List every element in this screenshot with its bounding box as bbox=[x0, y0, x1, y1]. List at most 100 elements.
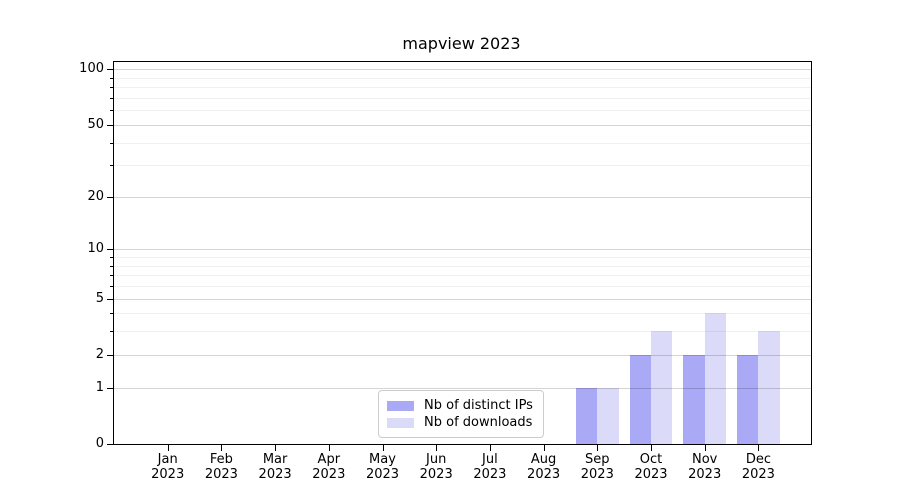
grid-line-major-50 bbox=[114, 124, 811, 126]
y-tick-1 bbox=[107, 387, 113, 389]
plot-area: Nb of distinct IPs Nb of downloads 0 1 2 5 1… bbox=[79, 61, 812, 482]
x-tick-label-jun-2023: Jun 2023 bbox=[404, 452, 468, 482]
bar-nb-of-distinct-ips-nov bbox=[683, 354, 705, 444]
x-tick-mar bbox=[275, 445, 277, 451]
y-tick-label-0: 0 bbox=[95, 436, 104, 451]
y-minor-tick-80 bbox=[110, 87, 113, 89]
y-tick-0 bbox=[107, 444, 113, 445]
legend-swatch-distinct-ips bbox=[387, 400, 414, 411]
x-tick-month: Jan bbox=[157, 452, 178, 467]
x-tick-oct bbox=[651, 445, 652, 451]
y-tick-label-50: 50 bbox=[87, 116, 104, 132]
x-tick-aug bbox=[543, 445, 545, 451]
x-tick-label-aug-2023: Aug 2023 bbox=[512, 452, 576, 482]
x-tick-label-sep-2023: Sep 2023 bbox=[565, 452, 629, 482]
bar-nb-of-downloads-dec bbox=[758, 331, 780, 444]
x-tick-jan bbox=[167, 445, 169, 451]
y-tick-label-5: 5 bbox=[95, 290, 104, 306]
y-minor-tick-90 bbox=[110, 77, 113, 79]
y-minor-tick-7 bbox=[110, 275, 113, 277]
x-tick-sep bbox=[597, 445, 599, 451]
legend-item-distinct-ips: Nb of distinct IPs bbox=[387, 397, 535, 414]
x-tick-nov bbox=[704, 445, 706, 451]
y-minor-tick-6 bbox=[110, 286, 113, 288]
x-tick-month: Feb bbox=[209, 452, 233, 467]
x-tick-label-apr-2023: Apr 2023 bbox=[297, 452, 361, 482]
grid-line-minor-90 bbox=[114, 77, 811, 79]
y-minor-tick-4 bbox=[110, 313, 113, 315]
x-tick-month: Mar bbox=[262, 452, 288, 467]
x-tick-year: 2023 bbox=[688, 467, 722, 482]
x-tick-year: 2023 bbox=[312, 467, 346, 482]
y-tick-10 bbox=[107, 249, 113, 251]
x-tick-year: 2023 bbox=[204, 467, 238, 482]
y-minor-tick-60 bbox=[110, 110, 113, 112]
x-tick-year: 2023 bbox=[741, 467, 775, 482]
grid-line-minor-8 bbox=[114, 265, 811, 267]
grid-line-minor-70 bbox=[114, 97, 811, 99]
y-tick-50 bbox=[107, 124, 113, 126]
y-minor-tick-8 bbox=[110, 265, 113, 267]
y-tick-2 bbox=[107, 354, 113, 356]
x-tick-year: 2023 bbox=[258, 467, 292, 482]
x-tick-year: 2023 bbox=[473, 467, 507, 482]
x-tick-label-may-2023: May 2023 bbox=[351, 452, 415, 482]
legend: Nb of distinct IPs Nb of downloads bbox=[378, 390, 544, 438]
bar-nb-of-downloads-nov bbox=[704, 313, 726, 444]
y-tick-label-2: 2 bbox=[95, 346, 104, 362]
bar-nb-of-downloads-sep bbox=[597, 387, 619, 444]
x-tick-month: Jun bbox=[426, 452, 447, 467]
x-tick-label-mar-2023: Mar 2023 bbox=[243, 452, 307, 482]
legend-label-distinct-ips: Nb of distinct IPs bbox=[424, 398, 533, 413]
bar-nb-of-downloads-oct bbox=[651, 331, 673, 444]
chart-title: mapview 2023 bbox=[402, 34, 521, 53]
x-tick-may bbox=[382, 445, 384, 451]
x-tick-label-oct-2023: Oct 2023 bbox=[619, 452, 683, 482]
bar-nb-of-distinct-ips-sep bbox=[576, 387, 598, 444]
grid-line-minor-30 bbox=[114, 165, 811, 167]
x-tick-month: May bbox=[369, 452, 396, 467]
x-tick-month: Oct bbox=[639, 452, 663, 467]
x-tick-year: 2023 bbox=[419, 467, 453, 482]
y-tick-label-1: 1 bbox=[95, 379, 104, 395]
y-minor-tick-9 bbox=[110, 257, 113, 259]
x-tick-year: 2023 bbox=[634, 467, 668, 482]
x-tick-feb bbox=[221, 445, 223, 451]
x-tick-year: 2023 bbox=[580, 467, 614, 482]
x-tick-apr bbox=[328, 445, 330, 451]
x-tick-label-dec-2023: Dec 2023 bbox=[726, 452, 790, 482]
x-tick-label-jul-2023: Jul 2023 bbox=[458, 452, 522, 482]
grid-line-major-100 bbox=[114, 69, 811, 71]
x-tick-jul bbox=[489, 445, 491, 451]
y-minor-tick-3 bbox=[110, 331, 113, 333]
x-tick-year: 2023 bbox=[365, 467, 400, 482]
y-tick-5 bbox=[107, 298, 113, 300]
grid-line-minor-40 bbox=[114, 142, 811, 144]
grid-line-major-10 bbox=[114, 249, 811, 251]
x-tick-month: Nov bbox=[692, 452, 718, 467]
grid-line-minor-60 bbox=[114, 110, 811, 112]
y-minor-tick-70 bbox=[110, 97, 113, 99]
grid-line-major-20 bbox=[114, 196, 811, 198]
y-minor-tick-30 bbox=[110, 165, 113, 167]
bar-nb-of-distinct-ips-dec bbox=[737, 354, 759, 444]
grid-line-minor-9 bbox=[114, 257, 811, 259]
y-minor-tick-40 bbox=[110, 142, 113, 144]
x-tick-label-nov-2023: Nov 2023 bbox=[673, 452, 737, 482]
x-tick-year: 2023 bbox=[151, 467, 185, 482]
x-tick-jun bbox=[436, 445, 438, 451]
y-tick-100 bbox=[107, 69, 113, 71]
y-tick-label-100: 100 bbox=[79, 61, 104, 77]
grid-line-minor-7 bbox=[114, 275, 811, 277]
legend-swatch-downloads bbox=[387, 417, 414, 428]
legend-item-downloads: Nb of downloads bbox=[387, 414, 535, 431]
x-tick-year: 2023 bbox=[527, 467, 561, 482]
x-tick-dec bbox=[758, 445, 760, 451]
grid-line-minor-6 bbox=[114, 286, 811, 288]
bar-nb-of-distinct-ips-oct bbox=[629, 354, 651, 444]
x-tick-label-feb-2023: Feb 2023 bbox=[189, 452, 253, 482]
x-tick-month: Aug bbox=[530, 452, 557, 467]
x-tick-month: Apr bbox=[317, 452, 341, 467]
grid-line-minor-80 bbox=[114, 87, 811, 89]
